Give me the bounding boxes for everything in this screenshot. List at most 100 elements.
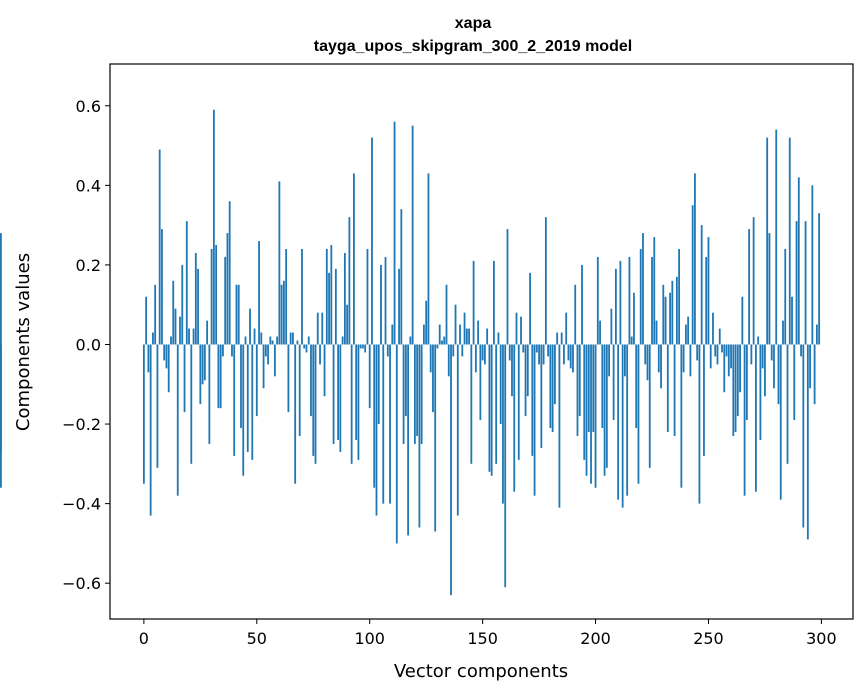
bar bbox=[391, 324, 394, 345]
bar bbox=[305, 344, 308, 353]
bar bbox=[346, 304, 349, 345]
bar bbox=[651, 256, 653, 345]
bar bbox=[784, 249, 787, 345]
bar bbox=[748, 229, 751, 345]
bar bbox=[149, 344, 152, 516]
bar bbox=[712, 312, 714, 345]
bar bbox=[246, 344, 249, 452]
bar bbox=[325, 249, 328, 345]
bar bbox=[181, 264, 184, 345]
bar bbox=[511, 344, 513, 397]
bar bbox=[452, 344, 455, 357]
bar bbox=[764, 344, 766, 397]
y-tick-label: 0.0 bbox=[76, 335, 101, 354]
bar bbox=[380, 264, 382, 345]
bars-group bbox=[0, 109, 821, 596]
bar bbox=[174, 308, 177, 345]
bar bbox=[766, 137, 769, 345]
bar bbox=[707, 237, 710, 345]
bar bbox=[682, 344, 685, 373]
x-axis-ticks: 0 50 100 150 200 250 300 bbox=[139, 619, 837, 648]
bar bbox=[714, 344, 717, 357]
bar bbox=[495, 344, 498, 464]
bar bbox=[572, 344, 574, 373]
bar bbox=[278, 181, 281, 345]
bar bbox=[718, 328, 721, 345]
bar bbox=[517, 344, 520, 460]
bar bbox=[154, 284, 157, 345]
bar bbox=[587, 344, 590, 433]
bar bbox=[502, 344, 504, 504]
bar bbox=[657, 344, 660, 373]
bar bbox=[533, 344, 536, 496]
bar bbox=[276, 336, 279, 345]
bar bbox=[648, 344, 651, 468]
bar bbox=[526, 344, 529, 397]
bar bbox=[779, 344, 782, 500]
bar bbox=[725, 344, 728, 357]
bar bbox=[538, 344, 540, 365]
bar bbox=[761, 344, 764, 369]
bar bbox=[287, 344, 290, 413]
bar bbox=[203, 344, 206, 381]
bar bbox=[504, 344, 507, 588]
bar bbox=[375, 344, 378, 516]
y-axis-label: Components values bbox=[13, 253, 34, 431]
bar bbox=[310, 344, 312, 417]
bar bbox=[515, 312, 518, 345]
bar bbox=[355, 344, 358, 440]
bar bbox=[635, 344, 638, 429]
bar bbox=[739, 344, 741, 393]
bar bbox=[474, 344, 477, 373]
bar bbox=[614, 268, 617, 345]
bar bbox=[179, 316, 181, 345]
bar bbox=[152, 332, 154, 345]
bar bbox=[581, 264, 583, 345]
bar bbox=[454, 304, 457, 345]
bar bbox=[691, 205, 694, 345]
bar bbox=[461, 344, 464, 357]
bar bbox=[368, 344, 371, 409]
bar bbox=[793, 344, 796, 421]
x-tick-label: 100 bbox=[354, 629, 385, 648]
bar bbox=[242, 344, 245, 476]
bar bbox=[197, 268, 199, 345]
bar bbox=[352, 173, 355, 345]
bar bbox=[813, 344, 816, 405]
bar bbox=[233, 344, 236, 456]
bar bbox=[664, 296, 667, 345]
bar bbox=[775, 129, 778, 345]
bar bbox=[795, 221, 798, 345]
bar bbox=[585, 344, 588, 476]
y-tick-label: −0.2 bbox=[62, 415, 101, 434]
bar bbox=[716, 344, 719, 365]
bar bbox=[493, 260, 495, 345]
bar bbox=[721, 344, 723, 353]
bar bbox=[341, 336, 344, 345]
bar bbox=[513, 344, 516, 492]
bar bbox=[170, 336, 172, 345]
bar bbox=[499, 344, 502, 425]
bar bbox=[544, 217, 547, 345]
bar bbox=[660, 344, 662, 389]
bar bbox=[549, 344, 552, 429]
bar bbox=[294, 344, 297, 484]
bar bbox=[558, 344, 561, 508]
bar bbox=[409, 336, 412, 345]
bar bbox=[441, 340, 443, 345]
bar bbox=[312, 344, 315, 456]
bar bbox=[605, 344, 608, 468]
x-tick-label: 200 bbox=[580, 629, 611, 648]
bar bbox=[578, 344, 581, 417]
bar bbox=[219, 344, 222, 409]
bar bbox=[0, 233, 2, 345]
bar bbox=[694, 173, 696, 345]
bar bbox=[727, 344, 730, 377]
bar bbox=[418, 344, 421, 528]
bar bbox=[633, 292, 635, 345]
bar bbox=[456, 344, 459, 516]
bar bbox=[402, 344, 405, 444]
bar bbox=[319, 344, 321, 365]
bar bbox=[804, 221, 807, 345]
bar bbox=[705, 256, 708, 345]
